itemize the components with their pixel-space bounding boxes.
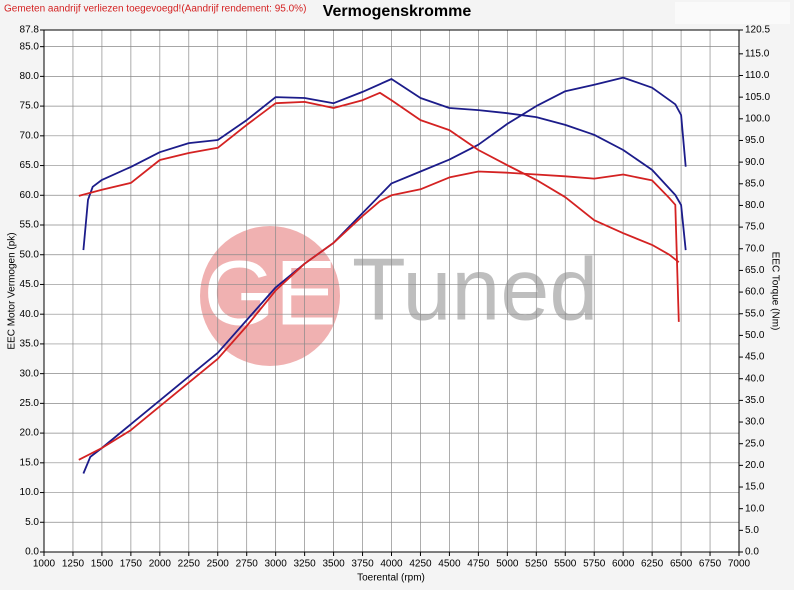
y2-tick-label: 90.0 (745, 157, 765, 168)
y2-tick-label: 95.0 (745, 135, 765, 146)
y-tick-label: 65.0 (20, 160, 40, 171)
y2-tick-label: 115.0 (745, 48, 770, 59)
note: Gemeten aandrijf verliezen toegevoegd!(A… (4, 4, 306, 15)
series-line (78, 170, 680, 461)
x-tick-label: 6500 (670, 559, 693, 570)
plot-border (43, 29, 740, 553)
x-tick-label: 6750 (699, 559, 722, 570)
y-tick-label: 55.0 (20, 220, 40, 231)
y-tick-label: 50.0 (20, 249, 40, 260)
y-tick-label: 87.8 (20, 25, 40, 36)
y-tick-label: 25.0 (20, 398, 40, 409)
y-axis-label: EEC Motor Vermogen (pk) (7, 232, 18, 349)
y2-tick-label: 20.0 (745, 460, 765, 471)
series-line (78, 91, 680, 263)
header-box (675, 2, 790, 24)
x-tick-label: 1750 (120, 559, 143, 570)
y-tick-label: 75.0 (20, 101, 40, 112)
y2-tick-label: 45.0 (745, 352, 765, 363)
x-tick-label: 5000 (496, 559, 519, 570)
x-tick-label: 5500 (554, 559, 577, 570)
y-tick-label: 45.0 (20, 279, 40, 290)
y2-tick-label: 105.0 (745, 92, 770, 103)
y-tick-label: 70.0 (20, 130, 40, 141)
x-tick-label: 3750 (351, 559, 374, 570)
y-tick-label: 0.0 (25, 547, 39, 558)
x-tick-label: 2750 (236, 559, 259, 570)
y2-tick-label: 65.0 (745, 265, 765, 276)
x-tick-label: 7000 (728, 559, 751, 570)
x-tick-label: 1000 (33, 559, 56, 570)
y-tick-label: 35.0 (20, 339, 40, 350)
watermark-text: Tuned (352, 239, 598, 338)
x-tick-label: 1500 (91, 559, 114, 570)
x-tick-label: 1250 (62, 559, 85, 570)
y2-tick-label: 75.0 (745, 222, 765, 233)
x-tick-label: 2000 (149, 559, 172, 570)
x-tick-label: 3000 (265, 559, 288, 570)
x-tick-label: 6250 (641, 559, 664, 570)
y-tick-label: 15.0 (20, 457, 40, 468)
x-tick-label: 4750 (467, 559, 490, 570)
x-axis-label: Toerental (rpm) (357, 573, 425, 584)
y2-tick-label: 60.0 (745, 287, 765, 298)
y2-axis-label: EEC Torque (Nm) (769, 252, 780, 331)
y2-tick-label: 10.0 (745, 503, 765, 514)
y-tick-label: 40.0 (20, 309, 40, 320)
y-tick-label: 30.0 (20, 368, 40, 379)
y-tick-label: 10.0 (20, 487, 40, 498)
x-tick-label: 5250 (525, 559, 548, 570)
y2-tick-label: 5.0 (745, 525, 759, 536)
y2-tick-label: 40.0 (745, 373, 765, 384)
y-tick-label: 85.0 (20, 41, 40, 52)
y2-tick-label: 0.0 (745, 547, 759, 558)
y2-tick-label: 30.0 (745, 417, 765, 428)
x-tick-label: 2250 (178, 559, 201, 570)
y2-tick-label: 100.0 (745, 113, 770, 124)
y-tick-label: 20.0 (20, 428, 40, 439)
y-tick-label: 60.0 (20, 190, 40, 201)
y2-tick-label: 80.0 (745, 200, 765, 211)
y2-tick-label: 15.0 (745, 482, 765, 493)
y2-tick-label: 55.0 (745, 308, 765, 319)
x-tick-label: 4250 (409, 559, 432, 570)
y2-tick-label: 70.0 (745, 243, 765, 254)
x-tick-label: 5750 (583, 559, 606, 570)
x-tick-label: 4500 (438, 559, 461, 570)
chart-title: Vermogenskromme (323, 3, 472, 20)
y2-tick-label: 25.0 (745, 438, 765, 449)
x-tick-label: 2500 (207, 559, 230, 570)
x-tick-label: 3250 (294, 559, 317, 570)
y2-tick-label: 85.0 (745, 178, 765, 189)
y-tick-label: 80.0 (20, 71, 40, 82)
y2-tick-label: 120.5 (745, 25, 770, 36)
y2-tick-label: 50.0 (745, 330, 765, 341)
series-line (82, 76, 687, 474)
x-tick-label: 3500 (322, 559, 345, 570)
x-tick-label: 6000 (612, 559, 635, 570)
series-line (82, 78, 687, 251)
y-tick-label: 5.0 (25, 517, 39, 528)
y2-tick-label: 110.0 (745, 70, 770, 81)
x-tick-label: 4000 (380, 559, 403, 570)
y2-tick-label: 35.0 (745, 395, 765, 406)
